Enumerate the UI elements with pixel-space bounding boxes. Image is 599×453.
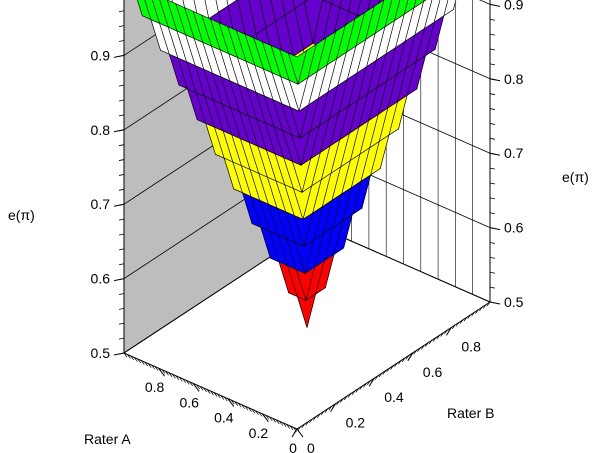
z-axis-title-left: e(π) (8, 207, 35, 223)
x-tick-label: 0.4 (214, 410, 234, 426)
z-minor-tick-right (489, 78, 496, 81)
z-minor-tick-right (489, 242, 496, 244)
z-tick-label-right: 0.5 (504, 294, 524, 310)
z-minor-tick-left (118, 293, 125, 295)
x-tick-label: 0.6 (179, 394, 199, 410)
z-minor-tick-right (489, 167, 496, 170)
z-minor-tick-right (489, 227, 496, 229)
z-minor-tick-right (489, 18, 496, 21)
z-minor-tick-left (118, 84, 125, 87)
chart-labels: e(π) e(π) Rater A Rater B (8, 169, 589, 447)
y-tick-label: 0.6 (423, 364, 443, 380)
z-minor-tick-right (489, 286, 496, 289)
z-axis-title-right: e(π) (562, 169, 589, 185)
y-tick-label: 0.4 (384, 389, 404, 405)
surface-cell (413, 0, 425, 9)
x-tick-label: 0.2 (249, 425, 269, 441)
y-tick-label: 0.8 (461, 338, 481, 354)
z-minor-tick-right (489, 63, 496, 66)
z-minor-tick-right (489, 108, 496, 110)
z-minor-tick-right (489, 4, 496, 6)
z-minor-tick-left (118, 40, 125, 42)
y-axis-line (296, 301, 491, 430)
z-minor-tick-left (118, 25, 125, 28)
z-tick-label-left: 0.8 (91, 122, 111, 138)
z-tick-label-left: 0.9 (91, 47, 111, 63)
z-minor-tick-left (118, 263, 125, 266)
x-tick-label: 0.8 (145, 379, 165, 395)
z-minor-tick-right (489, 301, 496, 304)
z-tick-label-right: 0.6 (504, 220, 524, 236)
z-minor-tick-left (118, 337, 125, 340)
z-minor-tick-left (118, 144, 125, 147)
z-tick-label-left: 0.7 (91, 196, 111, 212)
z-minor-tick-left (118, 203, 125, 206)
x-minor-tick (296, 428, 301, 434)
z-minor-tick-right (489, 93, 496, 96)
z-minor-tick-right (489, 271, 496, 274)
z-minor-tick-right (489, 123, 496, 125)
z-minor-tick-left (118, 233, 125, 236)
x-axis-line (123, 352, 298, 430)
z-minor-tick-left (118, 69, 125, 72)
z-tick-label-right: 0.8 (504, 71, 524, 87)
y-tick-label: 0.2 (346, 415, 366, 431)
z-tick-label-left: 0.5 (91, 345, 111, 361)
z-tick-label-left: 0.6 (91, 271, 111, 287)
z-minor-tick-left (118, 188, 125, 191)
z-minor-tick-right (489, 182, 496, 185)
z-minor-tick-left (118, 248, 125, 251)
z-tick-label-right: 0.7 (504, 145, 524, 161)
surface-cell (287, 49, 308, 86)
z-minor-tick-left (118, 99, 125, 102)
chart-surface (137, 0, 457, 329)
z-minor-tick-left (118, 278, 125, 280)
chart-axes: 0.50.50.60.60.70.70.80.80.90.91100.20.40… (91, 0, 524, 453)
z-minor-tick-left (118, 10, 125, 13)
x-tick-label: 0 (289, 440, 297, 453)
z-minor-tick-left (118, 322, 125, 325)
z-minor-tick-right (489, 256, 496, 259)
z-minor-tick-right (489, 48, 496, 51)
z-minor-tick-left (118, 352, 125, 355)
z-minor-tick-left (118, 218, 125, 221)
z-tick-label-right: 0.9 (504, 0, 524, 12)
x-axis-title: Rater A (84, 431, 131, 447)
y-minor-tick (293, 428, 298, 434)
z-minor-tick-left (118, 307, 125, 310)
z-minor-tick-left (118, 114, 125, 117)
z-minor-tick-right (489, 137, 496, 140)
z-minor-tick-left (118, 174, 125, 176)
z-minor-tick-right (489, 212, 496, 215)
z-minor-tick-left (118, 129, 125, 132)
z-minor-tick-left (118, 159, 125, 161)
z-minor-tick-right (489, 197, 496, 200)
y-tick-label: 0 (307, 440, 315, 453)
z-minor-tick-right (489, 152, 496, 155)
y-axis-title: Rater B (447, 405, 494, 421)
z-minor-tick-right (489, 33, 496, 36)
z-minor-tick-left (118, 55, 125, 57)
